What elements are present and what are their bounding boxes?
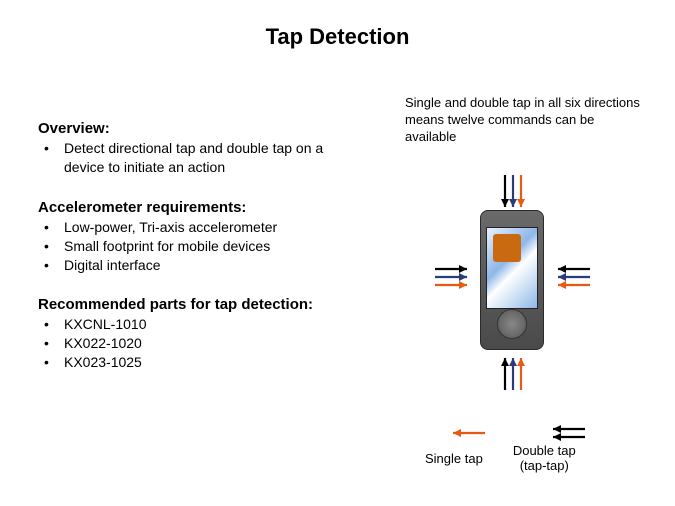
legend: Single tap Double tap (tap-tap): [425, 443, 645, 473]
parts-section: Recommended parts for tap detection: KXC…: [38, 296, 358, 372]
overview-heading: Overview:: [38, 120, 358, 137]
arrows-svg: [385, 145, 645, 475]
requirements-item: Small footprint for mobile devices: [40, 237, 358, 256]
legend-double-label: Double tap (tap-tap): [513, 443, 576, 473]
legend-single-label: Single tap: [425, 451, 483, 466]
requirements-section: Accelerometer requirements: Low-power, T…: [38, 199, 358, 275]
overview-section: Overview: Detect directional tap and dou…: [38, 120, 358, 177]
parts-item: KXCNL-1010: [40, 315, 358, 334]
parts-item: KX022-1020: [40, 334, 358, 353]
overview-item: Detect directional tap and double tap on…: [40, 139, 358, 177]
diagram-caption: Single and double tap in all six directi…: [405, 95, 645, 146]
parts-item: KX023-1025: [40, 353, 358, 372]
requirements-heading: Accelerometer requirements:: [38, 199, 358, 216]
tap-diagram: Single and double tap in all six directi…: [385, 95, 645, 475]
parts-heading: Recommended parts for tap detection:: [38, 296, 358, 313]
legend-double: Double tap (tap-tap): [513, 443, 576, 473]
requirements-item: Digital interface: [40, 256, 358, 275]
legend-single: Single tap: [425, 451, 483, 466]
requirements-item: Low-power, Tri-axis accelerometer: [40, 218, 358, 237]
page-title: Tap Detection: [0, 0, 675, 50]
